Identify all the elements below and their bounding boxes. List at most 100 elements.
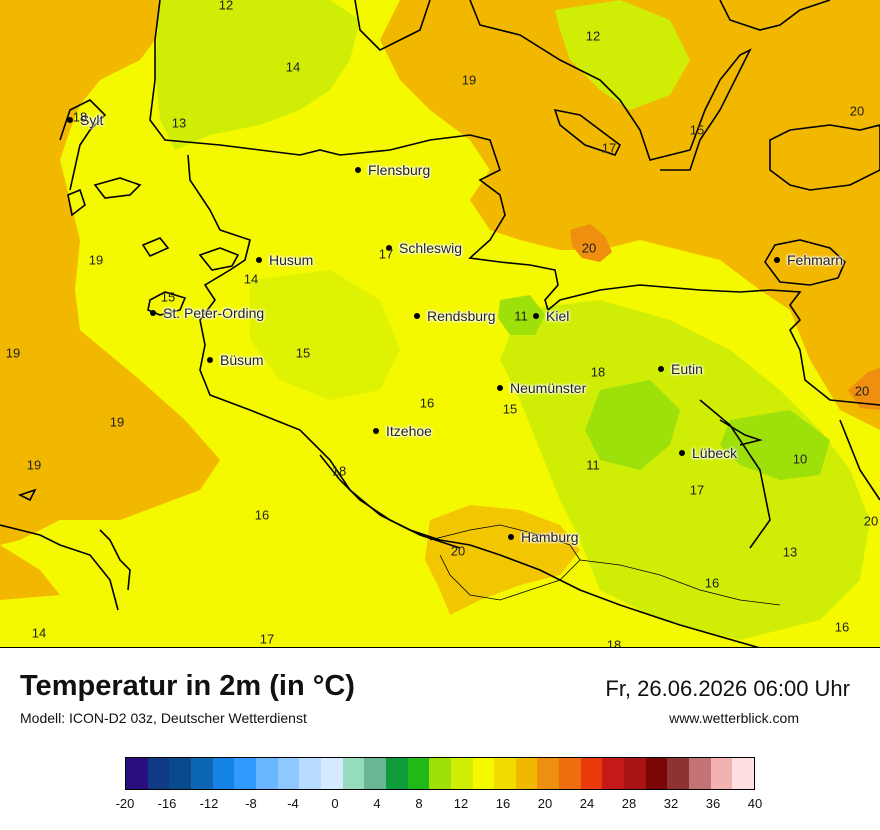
temp-value: 15 [689, 122, 705, 138]
city-marker [386, 245, 392, 251]
cool-area-sw [250, 270, 400, 400]
cool-area-east [500, 300, 870, 640]
color-swatch [537, 758, 560, 789]
color-swatch [732, 758, 755, 789]
city-label: Neumünster [510, 380, 587, 396]
city-label: Fehmarn [787, 252, 844, 268]
color-swatch [212, 758, 235, 789]
temp-value: 19 [109, 414, 125, 430]
temp-value: 16 [254, 507, 270, 523]
city-marker [679, 450, 685, 456]
color-swatch [602, 758, 625, 789]
temp-value: 17 [259, 631, 275, 647]
hamburg-warm-area [425, 505, 580, 615]
temp-value: 18 [590, 364, 606, 380]
temp-value: 16 [419, 395, 435, 411]
elbe-south-bank-line [0, 524, 119, 611]
city-marker [256, 257, 262, 263]
color-swatch [429, 758, 451, 789]
city-label: Kiel [546, 308, 570, 324]
city-label: Schleswig [399, 240, 463, 256]
hamburg-border-line [429, 524, 581, 601]
scale-tick-label: 16 [495, 796, 511, 811]
baltic-warm-area [380, 0, 880, 430]
north-left-island-line [354, 0, 431, 51]
city-marker [508, 534, 514, 540]
color-swatch [407, 758, 430, 789]
scale-tick-label: -20 [115, 796, 135, 811]
city-marker [497, 385, 503, 391]
temp-value: 15 [295, 345, 311, 361]
pellworm-island-line [198, 247, 240, 271]
temp-value: 12 [218, 0, 234, 13]
temp-value: 14 [31, 625, 47, 641]
cuxhaven-line [99, 529, 131, 591]
city-label: Eutin [671, 361, 703, 377]
city-luebeck: Lübeck [679, 445, 737, 461]
city-label: Hamburg [521, 529, 579, 545]
scale-tick-label: 8 [415, 796, 423, 811]
city-label: Flensburg [368, 162, 431, 178]
color-swatch [385, 758, 408, 789]
borders [429, 524, 781, 606]
hot-spot-baltic [570, 224, 612, 262]
city-label: Sylt [80, 112, 104, 128]
west-coast-line [149, 0, 559, 311]
temp-value: 14 [243, 271, 259, 287]
color-swatch [667, 758, 690, 789]
east-island-line [769, 124, 880, 191]
city-label: Büsum [220, 352, 264, 368]
color-swatch [277, 758, 300, 789]
city-marker [658, 366, 664, 372]
forecast-datetime: Fr, 26.06.2026 06:00 Uhr [605, 676, 850, 701]
temp-value: 20 [581, 240, 597, 256]
color-swatch [126, 758, 148, 789]
cool-area-baltic-north [555, 0, 690, 110]
city-label: Husum [269, 252, 314, 268]
color-swatch [320, 758, 343, 789]
color-swatch [342, 758, 365, 789]
temp-value: 16 [704, 575, 720, 591]
scale-tick-label: -12 [199, 796, 219, 811]
west-coast-line-south [187, 154, 760, 647]
city-marker [533, 313, 539, 319]
city-st-peter-ording: St. Peter-Ording [150, 305, 264, 321]
temp-value: 11 [514, 308, 528, 324]
city-label: Lübeck [692, 445, 738, 461]
temp-value: 19 [461, 72, 477, 88]
hot-spot-east [848, 368, 880, 410]
color-swatch [364, 758, 386, 789]
city-husum: Husum [256, 252, 313, 268]
city-schleswig: Schleswig [386, 240, 462, 256]
city-sylt: Sylt [67, 112, 103, 128]
temp-value: 20 [450, 543, 466, 559]
cool-area-north [155, 0, 360, 150]
website-link[interactable]: www.wetterblick.com [669, 710, 799, 726]
fehmarn-island-line [764, 239, 846, 286]
color-swatch [190, 758, 213, 789]
scale-tick-label: -16 [157, 796, 177, 811]
temp-value: 20 [863, 513, 879, 529]
scale-tick-label: 28 [621, 796, 637, 811]
elbe-north-bank-line [319, 454, 461, 549]
footer: Temperatur in 2m (in °C) Modell: ICON-D2… [0, 648, 880, 830]
color-swatch [559, 758, 581, 789]
temp-value: 13 [171, 115, 187, 131]
color-swatch [169, 758, 191, 789]
hallig-island-line [141, 237, 170, 258]
city-label: Itzehoe [386, 423, 432, 439]
scale-tick-label: 40 [747, 796, 763, 811]
cold-spot-kiel [498, 295, 545, 335]
city-flensburg: Flensburg [355, 162, 430, 178]
temp-value: 15 [160, 289, 176, 305]
city-marker [355, 167, 361, 173]
scale-tick-label: 24 [579, 796, 595, 811]
temp-value: 20 [854, 383, 870, 399]
city-hamburg: Hamburg [508, 529, 579, 545]
temp-value: 19 [26, 457, 42, 473]
color-swatch [624, 758, 646, 789]
city-marker [373, 428, 379, 434]
scale-tick-label: 20 [537, 796, 553, 811]
temp-value: 18 [331, 463, 347, 479]
color-swatch [645, 758, 668, 789]
